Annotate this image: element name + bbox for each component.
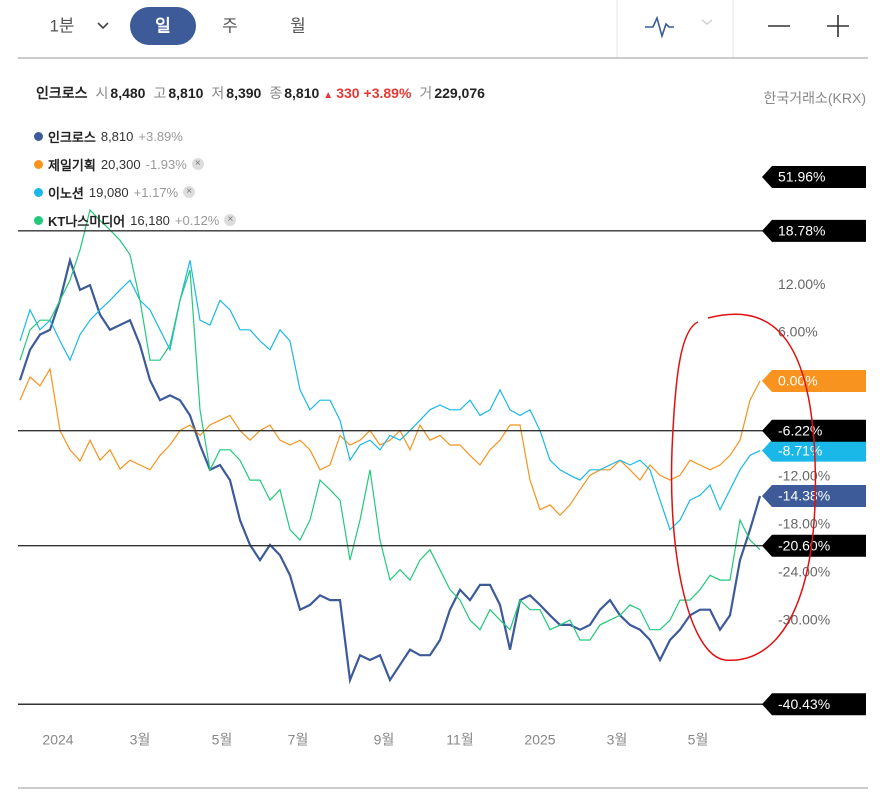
series-tag [762,370,866,393]
legend-dot [34,159,43,169]
level-tag [762,166,866,188]
quote-value: 8,480 [110,85,146,101]
legend-change: +1.17% [133,184,179,200]
legend-item: 제일기획 20,300 -1.93% × [34,150,236,178]
legend-name: 이노션 [48,185,84,201]
x-tick-label: 5월 [212,732,233,748]
exchange: 한국거래소(KRX) [763,90,866,106]
legend-change: -1.93% [145,156,187,172]
legend-name: 제일기획 [48,157,96,173]
remove-button[interactable]: × [191,158,204,170]
level-tag-label: -6.22% [778,422,822,438]
legend-price: 20,300 [100,156,141,172]
legend-price: 19,080 [88,184,129,200]
legend-price: 16,180 [130,212,170,228]
series-line [19,367,761,517]
y-tick-label: 12.00% [778,276,825,292]
quote-label: 시 [95,85,109,101]
period-button[interactable]: 월 [290,16,306,35]
legend-item: KT나스미디어 16,180 +0.12% × [34,206,237,234]
series-tag-label: -14.38% [778,488,830,504]
period-button[interactable]: 1분 [49,16,74,35]
legend-item: 이노션 19,080 +1.17% × [34,178,236,206]
legend: 인크로스 8,810 +3.89% 제일기획 20,300 -1.93% × 이노션 19,08… [34,122,237,234]
y-tick-label: -18.00% [778,516,830,532]
level-tag [762,419,866,442]
level-tag [762,693,866,716]
level-tag [762,219,866,242]
stock-name: 인크로스 [36,85,88,101]
y-tick-label: 6.00% [778,324,818,340]
level-tag-label: -20.60% [778,537,830,553]
series-line [19,260,761,531]
level-tag-label: -40.43% [778,696,830,712]
legend-dot [34,215,43,225]
legend-name: KT나스미디어 [48,213,126,229]
volume: 229,076 [434,85,485,101]
legend-item: 인크로스 8,810 +3.89% [34,122,236,150]
y-tick-label: -12.00% [778,468,830,484]
zoom-in[interactable] [827,15,849,37]
x-tick-label: 7월 [288,732,309,748]
level-tag [762,534,866,557]
series-line [18,256,762,685]
quote-label: 고 [153,85,167,101]
quote-value: 8,390 [226,85,262,101]
quote-label: 종 [269,85,283,101]
legend-dot [34,131,43,141]
x-tick-label: 9월 [374,732,395,748]
level-tag-label: 51.96% [778,169,825,185]
change-pct: +3.89% [363,85,412,101]
dropdown-icon[interactable] [97,22,109,30]
remove-button[interactable]: × [183,186,196,198]
level-tag-label: 18.78% [778,223,825,239]
quote-value: 8,810 [168,85,204,101]
x-tick-label: 2025 [524,732,555,748]
period-selected[interactable] [130,7,196,45]
x-tick-label: 3월 [607,732,628,748]
chart-type-icon[interactable] [645,15,674,39]
legend-change: +0.12% [174,212,220,228]
change: 330 [336,85,360,101]
y-tick-label: -30.00% [778,612,830,628]
period-button[interactable]: 일 [155,16,171,35]
x-tick-label: 3월 [130,732,151,748]
x-tick-label: 5월 [688,732,709,748]
quote-label: 거 [419,85,433,101]
remove-button[interactable]: × [224,214,237,226]
dropdown-icon[interactable] [701,19,713,25]
x-tick-label: 11월 [446,732,473,748]
period-button[interactable]: 주 [222,16,238,35]
x-tick-label: 2024 [42,732,73,748]
quote-label: 저 [211,85,225,101]
legend-name: 인크로스 [48,129,96,145]
legend-change: +3.89% [138,128,183,144]
series-tag-label: -8.71% [778,442,822,458]
y-tick-label: -24.00% [778,564,830,580]
annotation-circle [670,313,817,661]
series-tag [762,484,866,507]
legend-price: 8,810 [100,128,134,144]
series-line [19,208,761,641]
quote-bar: 인크로스 시 8,480 고 8,810 저 8,390 종 8,810 ▲ 330 +3.89% 거 2… [36,83,868,103]
series-tag-label: 0.00% [778,373,818,389]
change-arrow: ▲ [323,90,334,101]
legend-dot [34,187,43,197]
quote-value: 8,810 [284,85,320,101]
